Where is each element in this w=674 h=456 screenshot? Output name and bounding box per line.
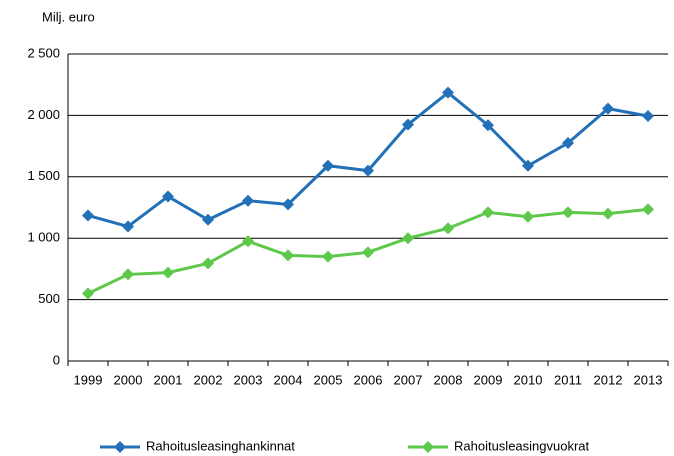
x-tick-label: 2005 <box>314 372 343 387</box>
x-tick-label: 2001 <box>154 372 183 387</box>
marker <box>322 250 334 263</box>
marker <box>82 209 94 222</box>
x-tick-label: 2003 <box>234 372 263 387</box>
marker <box>562 137 574 150</box>
marker <box>482 206 494 219</box>
marker <box>402 118 414 131</box>
legend-label: Rahoitusleasingvuokrat <box>454 438 590 453</box>
marker <box>202 213 214 226</box>
marker <box>362 164 374 177</box>
y-tick-label: 1 500 <box>27 168 60 183</box>
marker <box>162 190 174 203</box>
marker <box>602 207 614 220</box>
x-tick-label: 2004 <box>274 372 303 387</box>
y-tick-label: 1 000 <box>27 230 60 245</box>
x-tick-label: 2011 <box>554 372 582 387</box>
y-tick-label: 500 <box>38 291 60 306</box>
marker <box>442 222 454 235</box>
marker <box>562 206 574 219</box>
marker <box>122 220 134 233</box>
marker <box>602 102 614 115</box>
series-line <box>87 90 649 229</box>
y-tick-label: 2 500 <box>27 45 60 60</box>
marker <box>642 110 654 123</box>
y-tick-label: 0 <box>53 352 60 367</box>
x-tick-label: 2013 <box>634 372 663 387</box>
marker <box>322 159 334 172</box>
marker <box>442 86 454 99</box>
marker <box>522 159 534 172</box>
x-tick-label: 2002 <box>194 372 223 387</box>
y-tick-label: 2 000 <box>27 107 60 122</box>
x-tick-label: 1999 <box>74 372 103 387</box>
x-tick-label: 2010 <box>514 372 543 387</box>
legend-label: Rahoitusleasinghankinnat <box>146 438 295 453</box>
y-axis-label: Milj. euro <box>42 9 95 24</box>
x-tick-label: 2009 <box>474 372 503 387</box>
marker <box>162 266 174 279</box>
legend-marker <box>422 441 434 453</box>
marker <box>362 246 374 259</box>
marker <box>242 235 254 248</box>
marker <box>82 287 94 300</box>
x-tick-label: 2006 <box>354 372 383 387</box>
x-tick-label: 2000 <box>114 372 143 387</box>
legend-marker <box>114 441 126 453</box>
marker <box>482 119 494 132</box>
x-tick-label: 2008 <box>434 372 463 387</box>
marker <box>242 194 254 207</box>
marker <box>282 249 294 262</box>
marker <box>122 268 134 281</box>
marker <box>522 210 534 223</box>
marker <box>642 203 654 216</box>
marker <box>402 232 414 245</box>
marker <box>282 198 294 211</box>
marker <box>202 257 214 270</box>
x-tick-label: 2007 <box>394 372 423 387</box>
x-tick-label: 2012 <box>594 372 623 387</box>
